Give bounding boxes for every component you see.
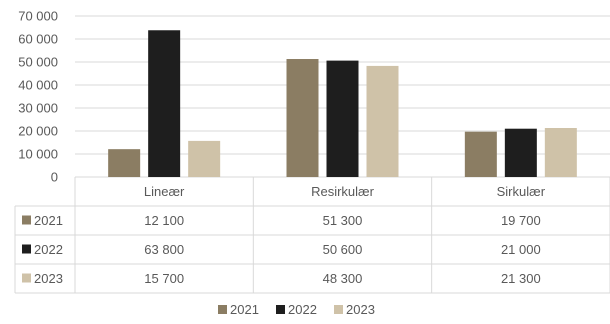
table-legend-key xyxy=(22,273,31,283)
y-tick-label: 40 000 xyxy=(18,78,58,93)
bar-2023-Lineær xyxy=(188,140,221,177)
table-series-label: 2022 xyxy=(34,242,63,257)
table-series-label: 2023 xyxy=(34,271,63,286)
y-tick-label: 70 000 xyxy=(18,9,58,24)
legend-swatch xyxy=(276,305,285,314)
bar-2022-Lineær xyxy=(148,30,181,178)
table-cell-value: 15 700 xyxy=(144,271,184,286)
bar-2021-Sirkulær xyxy=(464,131,497,177)
bar-2023-Sirkulær xyxy=(544,128,577,177)
bars xyxy=(108,30,577,178)
table-cell-value: 21 000 xyxy=(501,242,541,257)
category-label: Resirkulær xyxy=(311,184,375,199)
y-tick-label: 50 000 xyxy=(18,55,58,70)
table-cell-value: 63 800 xyxy=(144,242,184,257)
category-label: Lineær xyxy=(144,184,185,199)
legend-swatch xyxy=(218,305,227,314)
y-tick-label: 30 000 xyxy=(18,101,58,116)
data-table: Lineær Resirkulær Sirkulær 2021 12 100 51 300… xyxy=(14,177,610,294)
category-label: Sirkulær xyxy=(497,184,546,199)
legend: 2021 2022 2023 xyxy=(218,302,375,317)
bar-2021-Resirkulær xyxy=(286,59,319,178)
table-cell-value: 48 300 xyxy=(323,271,363,286)
legend-swatch xyxy=(334,305,343,314)
legend-label: 2023 xyxy=(346,302,375,317)
table-cell-value: 19 700 xyxy=(501,213,541,228)
y-tick-label: 10 000 xyxy=(18,147,58,162)
table-cell-value: 51 300 xyxy=(323,213,363,228)
table-cell-value: 12 100 xyxy=(144,213,184,228)
table-cell-value: 50 600 xyxy=(323,242,363,257)
y-tick-label: 20 000 xyxy=(18,124,58,139)
bar-2022-Resirkulær xyxy=(326,60,359,178)
legend-label: 2021 xyxy=(230,302,259,317)
table-legend-key xyxy=(22,244,31,254)
table-series-label: 2021 xyxy=(34,213,63,228)
bar-2021-Lineær xyxy=(108,149,141,177)
y-axis: 0 10 000 20 000 30 000 40 000 50 000 60 000 70 … xyxy=(18,9,58,185)
y-tick-label: 0 xyxy=(51,170,58,185)
y-tick-label: 60 000 xyxy=(18,32,58,47)
bar-2022-Sirkulær xyxy=(504,128,537,177)
table-cell-value: 21 300 xyxy=(501,271,541,286)
legend-label: 2022 xyxy=(288,302,317,317)
bar-2023-Resirkulær xyxy=(366,65,399,177)
table-legend-key xyxy=(22,215,31,225)
